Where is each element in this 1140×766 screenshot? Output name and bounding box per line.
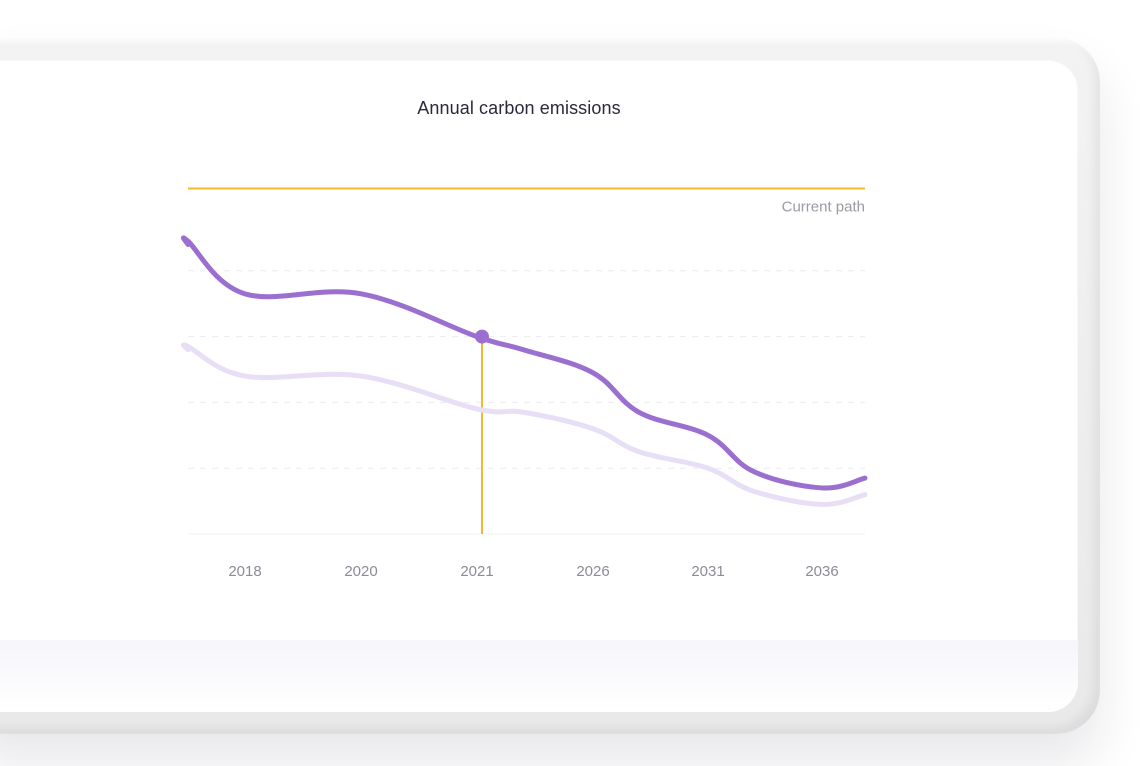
x-tick-label: 2020	[344, 563, 377, 580]
chart-title: Annual carbon emissions	[417, 98, 621, 118]
x-tick-label: 2021	[460, 563, 493, 580]
x-axis-ticks: 2018 2020 2021 2026 2031 2036	[228, 563, 838, 580]
x-tick-label: 2018	[228, 563, 261, 580]
grid-lines	[188, 270, 865, 535]
x-tick-label: 2026	[576, 563, 609, 580]
x-tick-label: 2031	[691, 563, 724, 580]
x-tick-label: 2036	[805, 563, 838, 580]
series-primary-line	[180, 235, 868, 491]
series-secondary-line	[180, 342, 868, 507]
device-screen: Annual carbon emissions	[0, 60, 1078, 712]
reference-line-label: Current path	[782, 199, 865, 216]
screen-bottom-shade	[0, 640, 1078, 712]
highlight-point[interactable]	[475, 329, 489, 344]
